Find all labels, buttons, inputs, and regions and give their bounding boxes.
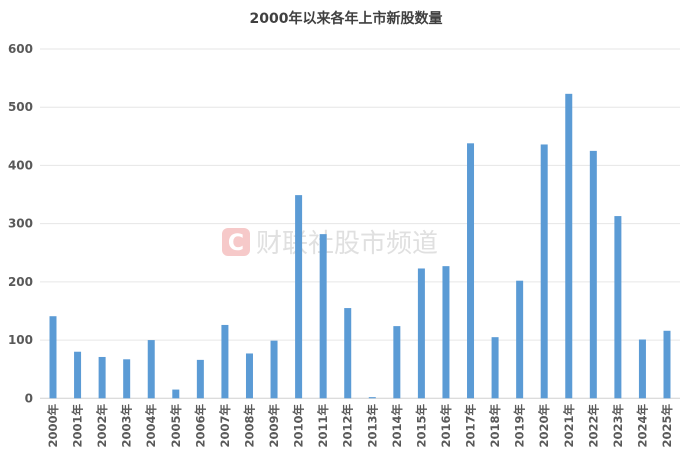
bar-2016年 — [442, 266, 450, 399]
x-tick-label: 2006年 — [193, 404, 207, 448]
bar-2021年 — [565, 93, 573, 399]
bar-2025年 — [663, 330, 671, 399]
bar-2015年 — [417, 268, 425, 399]
watermark-text: 财联社股市频道 — [256, 229, 438, 259]
y-tick-label: 0 — [25, 391, 33, 405]
bar-2011年 — [319, 234, 327, 399]
bar-2024年 — [638, 339, 646, 399]
bar-2019年 — [516, 280, 524, 399]
y-tick-label: 400 — [8, 158, 33, 172]
x-tick-label: 2010年 — [292, 404, 306, 448]
bar-2020年 — [540, 144, 548, 399]
bar-2023年 — [614, 216, 622, 399]
x-tick-label: 2005年 — [169, 404, 183, 448]
x-tick-label: 2021年 — [562, 404, 576, 448]
bar-2010年 — [295, 195, 303, 399]
bar-2001年 — [74, 351, 82, 399]
watermark: C 财联社股市频道 — [222, 228, 438, 259]
x-tick-label: 2019年 — [513, 404, 527, 448]
x-tick-label: 2023年 — [611, 404, 625, 448]
bar-2007年 — [221, 324, 229, 399]
x-tick-label: 2001年 — [71, 404, 85, 448]
watermark-logo — [222, 228, 250, 256]
y-tick-label: 300 — [8, 217, 33, 231]
bar-2002年 — [98, 356, 106, 399]
bar-2000年 — [49, 316, 57, 399]
bar-2004年 — [147, 340, 155, 399]
x-tick-label: 2018年 — [488, 404, 502, 448]
watermark-logo-letter: C — [228, 231, 244, 256]
bar-2008年 — [245, 353, 253, 399]
x-tick-label: 2016年 — [439, 404, 453, 448]
x-tick-label: 2015年 — [414, 404, 428, 448]
bar-2009年 — [270, 340, 278, 399]
bar-2012年 — [344, 308, 352, 399]
x-tick-label: 2007年 — [218, 404, 232, 448]
x-tick-label: 2004年 — [144, 404, 158, 448]
bar-2022年 — [589, 150, 597, 399]
x-tick-label: 2003年 — [120, 404, 134, 448]
bar-2006年 — [196, 359, 204, 399]
bar-2017年 — [467, 143, 475, 399]
bar-2003年 — [123, 359, 131, 399]
x-tick-label: 2022年 — [586, 404, 600, 448]
x-tick-label: 2013年 — [365, 404, 379, 448]
bar-2018年 — [491, 337, 499, 399]
bar-2014年 — [393, 326, 401, 399]
x-tick-label: 2014年 — [390, 404, 404, 448]
x-tick-label: 2024年 — [635, 404, 649, 448]
x-tick-label: 2000年 — [46, 404, 60, 448]
chart-title: 2000年以来各年上市新股数量 — [250, 10, 443, 27]
x-tick-label: 2020年 — [537, 404, 551, 448]
x-tick-label: 2009年 — [267, 404, 281, 448]
y-tick-label: 500 — [8, 100, 33, 114]
x-tick-label: 2025年 — [660, 404, 674, 448]
x-tick-label: 2017年 — [464, 404, 478, 448]
x-tick-label: 2012年 — [341, 404, 355, 448]
bar-2005年 — [172, 389, 180, 399]
y-tick-label: 100 — [8, 333, 33, 347]
bar-2013年 — [368, 397, 376, 399]
x-tick-label: 2011年 — [316, 404, 330, 448]
y-tick-label: 600 — [8, 42, 33, 56]
x-tick-label: 2008年 — [242, 404, 256, 448]
y-tick-label: 200 — [8, 275, 33, 289]
x-tick-label: 2002年 — [95, 404, 109, 448]
